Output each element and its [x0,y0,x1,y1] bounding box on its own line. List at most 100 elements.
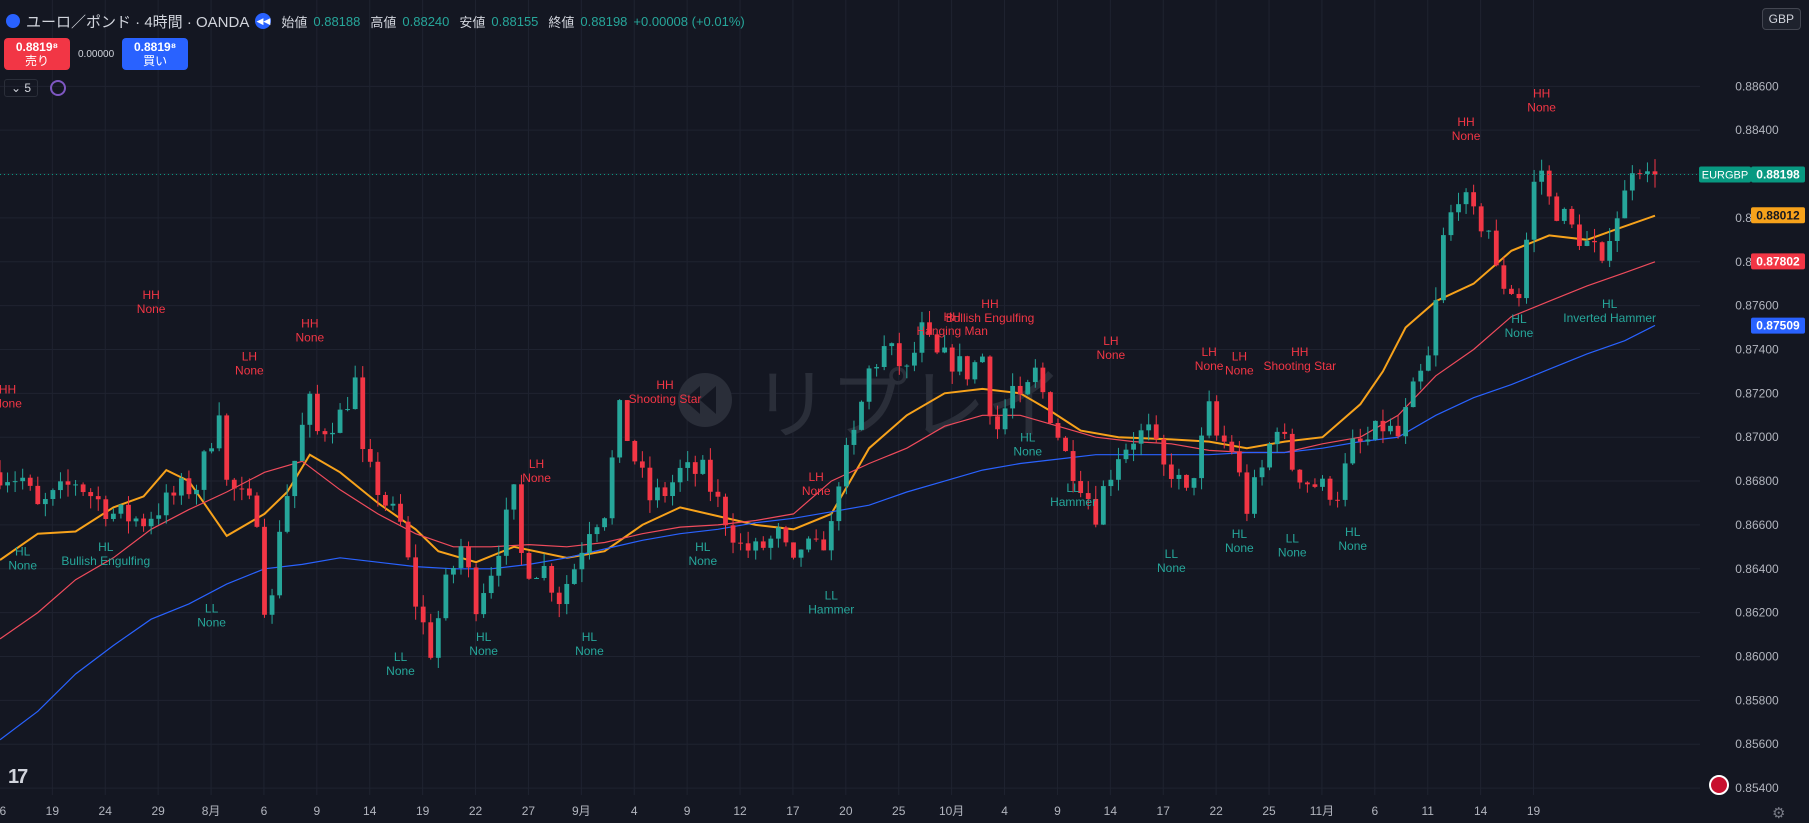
symbol-title[interactable]: ユーロ／ポンド · 4時間 · OANDA [26,13,250,31]
pattern-label: LH [1103,334,1118,348]
time-tick-label: 8月 [202,804,221,818]
tradingview-logo[interactable]: 17 [8,766,28,788]
price-label-bg [1751,207,1805,224]
candle-body [980,356,985,363]
candle-body [1229,441,1235,452]
indicator-status-icon[interactable] [50,80,67,96]
buy-label: 買い [143,54,168,68]
candle-body [1267,444,1272,468]
candle-body [1017,385,1023,395]
candle-body [1584,240,1590,246]
close-label: 終値 [548,14,575,30]
candle-body [141,518,146,527]
candle-body [738,542,743,544]
candle-body [594,527,600,535]
pattern-label: None [688,554,717,568]
time-tick-label: 11月 [1310,804,1334,818]
pattern-label: HL [1345,525,1361,539]
candle-body [957,356,963,372]
uk-flag-icon[interactable] [1709,775,1729,795]
replay-icon[interactable]: ◀◀ [255,13,272,29]
candle-body [1138,430,1144,444]
gear-icon[interactable]: ⚙ [1772,805,1786,822]
candle-body [1259,467,1265,478]
pattern-label: None [1225,541,1254,555]
price-label: 0.88012 [1756,208,1800,222]
candle-body [284,496,290,532]
price-tick-label: 0.86000 [1735,649,1779,663]
indicator-toggle[interactable]: ⌄ 5 [4,79,39,97]
candle-body [556,592,562,605]
candle-body [1206,401,1212,436]
candle-body [602,518,607,528]
pattern-label: LH [808,470,823,484]
time-tick-label: 17 [1157,804,1171,818]
time-tick-label: 20 [839,804,853,818]
candle-body [927,322,932,335]
candle-body [866,368,872,402]
candle-body [1199,435,1204,479]
pattern-label: Bullish Engulfing [61,554,150,568]
candle-body [443,574,449,619]
candle-body [828,521,834,551]
high-value: 0.88240 [402,13,450,29]
pattern-label: LH [529,457,544,471]
price-tick-label: 0.86600 [1735,518,1779,532]
candle-body [216,415,222,449]
candle-body [503,509,509,556]
candle-body [1599,242,1605,261]
candle-body [95,496,101,500]
candle-body [1168,464,1174,479]
candle-body [707,459,713,492]
time-tick-label: 22 [469,804,483,818]
candle-body [1002,408,1008,430]
candle-body [1070,451,1076,482]
sell-button[interactable]: 0.8819⁸ 売り [4,38,70,70]
price-tick-label: 0.86200 [1735,606,1779,620]
pattern-label: Inverted Hammer [1563,311,1656,325]
candle-body [1236,451,1242,473]
pattern-label: LH [242,349,257,363]
candle-body [428,622,434,658]
buy-button[interactable]: 0.8819⁸ 買い [122,38,189,70]
time-tick-label: 29 [151,804,165,818]
price-tick-label: 0.86800 [1735,474,1779,488]
pattern-label: None [575,644,604,658]
candle-body [1493,230,1499,266]
pattern-label: LL [394,650,408,664]
candle-body [1153,424,1159,440]
pattern-label: None [1338,539,1367,553]
candle-body [1577,224,1582,246]
currency-selector[interactable]: GBP [1761,8,1801,30]
candle-body [1645,171,1650,174]
candle-body [813,538,819,540]
pattern-label: None [1278,545,1307,559]
time-tick-label: 14 [1104,804,1118,818]
pattern-label: HH [301,317,318,331]
candle-body [859,401,864,430]
close-value: 0.88198 [580,13,628,29]
pattern-label: None [1452,129,1481,143]
candle-body [0,472,3,486]
candle-body [1357,438,1363,442]
ma-line-slow [0,324,1656,741]
pattern-label: HL [1602,297,1618,311]
candle-body [420,606,426,623]
candle-body [1614,218,1620,241]
candle-body [1471,192,1477,207]
time-tick-label: 4 [631,804,638,818]
price-tick-label: 0.87200 [1735,386,1779,400]
pattern-label: LL [1066,481,1080,495]
candle-body [1191,478,1197,488]
candle-body [458,546,464,568]
candle-body [156,515,162,519]
pattern-annotations: HHNoneHLNoneHLBullish EngulfingHHNoneLLN… [0,86,1656,678]
pattern-label: HL [1511,312,1527,326]
candle-body [405,521,411,558]
candle-body [1433,300,1439,356]
candle-body [1486,230,1492,232]
candle-body [715,491,721,497]
candle-body [587,534,592,553]
candle-body [1509,288,1514,294]
